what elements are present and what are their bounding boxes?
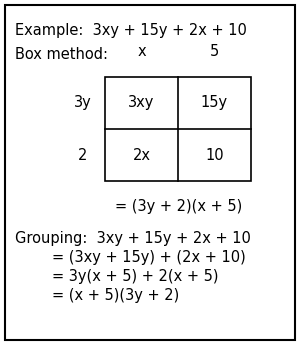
Bar bbox=[105, 77, 251, 181]
Text: 5: 5 bbox=[210, 44, 219, 59]
Text: = (3y + 2)(x + 5): = (3y + 2)(x + 5) bbox=[115, 199, 242, 214]
Text: Example:  3xy + 15y + 2x + 10: Example: 3xy + 15y + 2x + 10 bbox=[15, 23, 247, 38]
Text: 3y: 3y bbox=[74, 96, 92, 110]
Text: 15y: 15y bbox=[201, 96, 228, 110]
Text: 2x: 2x bbox=[133, 148, 151, 162]
Text: 10: 10 bbox=[205, 148, 224, 162]
Text: = (x + 5)(3y + 2): = (x + 5)(3y + 2) bbox=[52, 288, 179, 303]
Text: x: x bbox=[137, 44, 146, 59]
Text: Box method:: Box method: bbox=[15, 47, 108, 62]
Text: 3xy: 3xy bbox=[128, 96, 155, 110]
Text: 2: 2 bbox=[78, 148, 88, 162]
Text: = (3xy + 15y) + (2x + 10): = (3xy + 15y) + (2x + 10) bbox=[52, 250, 246, 265]
Text: = 3y(x + 5) + 2(x + 5): = 3y(x + 5) + 2(x + 5) bbox=[52, 269, 218, 284]
Text: Grouping:  3xy + 15y + 2x + 10: Grouping: 3xy + 15y + 2x + 10 bbox=[15, 231, 251, 246]
